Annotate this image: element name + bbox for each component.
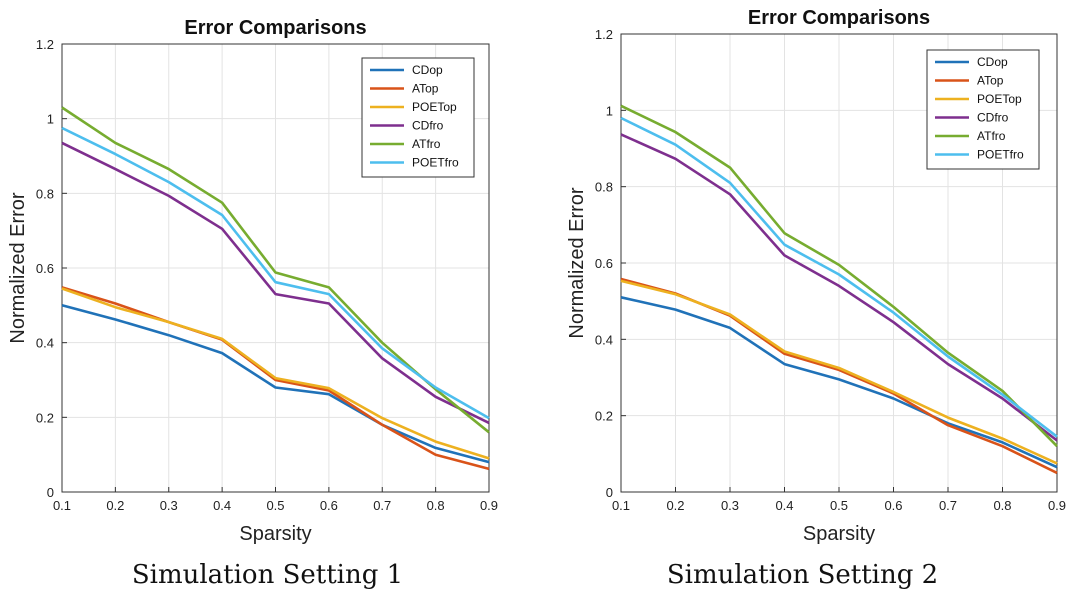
x-tick-label: 0.1 [612,498,630,513]
series-line-POETop [620,279,1058,465]
x-tick-label: 0.6 [884,498,902,513]
x-tick-label: 0.8 [427,498,445,513]
y-axis-label: Normalized Error [7,192,29,343]
y-tick-label: 0.4 [36,336,54,351]
x-tick-label: 0.7 [373,498,391,513]
figure-caption: Simulation Setting 2 [666,560,939,590]
x-axis-label: Sparsity [239,523,311,545]
x-tick-label: 0.8 [993,498,1011,513]
series-line-CDfro [61,141,490,425]
y-tick-label: 0.8 [36,186,54,201]
legend-label: ATop [412,82,439,96]
x-tick-label: 0.5 [266,498,284,513]
y-tick-label: 0.6 [595,256,613,271]
x-tick-label: 0.6 [320,498,338,513]
y-tick-label: 0.4 [595,332,613,347]
y-tick-label: 1 [47,112,54,127]
series-line-ATfro [620,104,1058,448]
legend-label: CDfro [412,119,444,133]
series-line-POETfro [61,126,490,420]
y-tick-label: 0.6 [36,261,54,276]
series-line-ATop [61,286,490,471]
x-tick-label: 0.9 [480,498,498,513]
y-tick-label: 0.2 [36,410,54,425]
y-tick-label: 1.2 [595,27,613,42]
series-lines [620,104,1058,475]
legend-label: POETfro [977,148,1024,162]
series-lines [61,106,490,471]
legend-label: CDop [977,55,1008,69]
x-tick-label: 0.1 [53,498,71,513]
y-tick-label: 1.2 [36,37,54,52]
series-line-CDfro [620,133,1058,442]
legend-label: CDfro [977,111,1009,125]
legend-label: ATop [977,74,1004,88]
chart-panel-setting-2: 0.1 0.2 0.3 0.4 0.5 0.6 0.7 0.8 0.9 0 0.2 0.4 0.6 0.8… [535,0,1070,590]
legend-box [926,49,1040,170]
legend-label: CDop [412,63,443,77]
series-line-CDop [620,296,1058,469]
y-tick-label: 0 [606,485,613,500]
y-tick-label: 0.2 [595,409,613,424]
legend-label: POETop [412,100,457,114]
legend: CDop ATop POETop CDfro ATfro POETfro [361,57,475,178]
x-tick-label: 0.4 [775,498,793,513]
line-chart: 0.1 0.2 0.3 0.4 0.5 0.6 0.7 0.8 0.9 0 0.2 0.4 0.6 0.8… [566,7,1066,545]
legend: CDop ATop POETop CDfro ATfro POETfro [926,49,1040,170]
x-tick-label: 0.4 [213,498,231,513]
y-tick-label: 1 [606,103,613,118]
chart-panel-setting-1: 0.1 0.2 0.3 0.4 0.5 0.6 0.7 0.8 0.9 0 0.2 0.4 0.6 0.8… [7,17,498,590]
chart-title: Error Comparisons [184,17,366,39]
x-tick-label: 0.3 [721,498,739,513]
series-line-POETfro [620,116,1058,438]
x-tick-label: 0.2 [106,498,124,513]
ticks: 0.1 0.2 0.3 0.4 0.5 0.6 0.7 0.8 0.9 0 0.2 0.4 0.6 0.8… [36,37,498,513]
y-tick-label: 0 [47,485,54,500]
x-tick-label: 0.9 [1048,498,1066,513]
chart-title: Error Comparisons [748,7,930,29]
legend-label: ATfro [977,129,1006,143]
ticks: 0.1 0.2 0.3 0.4 0.5 0.6 0.7 0.8 0.9 0 0.2 0.4 0.6 0.8… [595,27,1066,513]
legend-label: ATfro [412,137,441,151]
y-axis-label: Normalized Error [566,187,588,338]
legend-label: POETfro [412,156,459,170]
x-tick-label: 0.2 [666,498,684,513]
legend-label: POETop [977,92,1022,106]
line-chart: 0.1 0.2 0.3 0.4 0.5 0.6 0.7 0.8 0.9 0 0.2 0.4 0.6 0.8… [7,17,498,545]
figure-caption: Simulation Setting 1 [131,560,404,590]
y-tick-label: 0.8 [595,180,613,195]
x-tick-label: 0.3 [160,498,178,513]
x-tick-label: 0.5 [830,498,848,513]
series-line-POETop [61,287,490,460]
legend-box [361,57,475,178]
x-axis-label: Sparsity [803,523,875,545]
series-line-CDop [61,304,490,464]
x-tick-label: 0.7 [939,498,957,513]
